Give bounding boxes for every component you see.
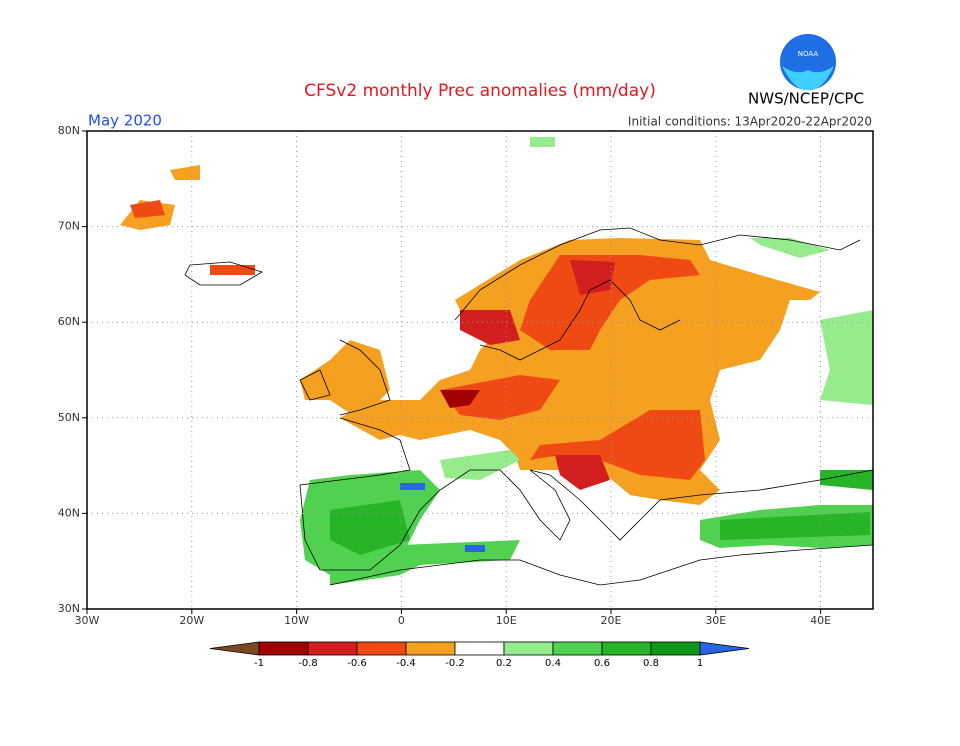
colorbar-segment xyxy=(405,641,456,656)
colorbar-segment xyxy=(454,641,505,656)
colorbar-segment xyxy=(307,641,358,656)
colorbar-tick-label: 1 xyxy=(697,658,703,669)
colorbar-tick-label: 0.4 xyxy=(545,658,561,669)
x-tick-label: 20E xyxy=(601,614,622,627)
y-tick-label: 70N xyxy=(58,220,80,233)
colorbar-low-arrow xyxy=(209,641,260,656)
y-tick-label: 80N xyxy=(58,124,80,137)
y-tick-label: 40N xyxy=(58,506,80,519)
anomaly-field xyxy=(120,137,873,585)
x-tick-label: 30E xyxy=(705,614,726,627)
map-frame xyxy=(86,130,874,610)
colorbar-tick-label: -0.6 xyxy=(347,658,367,669)
map xyxy=(82,130,874,614)
x-tick-label: 20W xyxy=(179,614,204,627)
x-tick-label: 10W xyxy=(284,614,309,627)
title: CFSv2 monthly Prec anomalies (mm/day) xyxy=(304,81,656,101)
logo-text: NOAA xyxy=(798,50,819,58)
colorbar-tick-label: -0.8 xyxy=(298,658,318,669)
y-tick-label: 50N xyxy=(58,411,80,424)
x-tick-label: 0 xyxy=(398,614,405,627)
y-tick-label: 60N xyxy=(58,315,80,328)
colorbar-tick-label: -1 xyxy=(254,658,264,669)
colorbar: -1 -0.8 -0.6 -0.4 -0.2 0.2 0.4 0.6 0.8 1 xyxy=(209,641,750,669)
x-tick-label: 10E xyxy=(496,614,517,627)
colorbar-tick-label: 0.6 xyxy=(594,658,610,669)
initial-conditions: Initial conditions: 13Apr2020-22Apr2020 xyxy=(628,115,872,129)
agency: NWS/NCEP/CPC xyxy=(748,90,864,108)
x-tick-label: 30W xyxy=(75,614,100,627)
colorbar-segment xyxy=(356,641,407,656)
colorbar-tick-label: -0.2 xyxy=(445,658,465,669)
colorbar-segment xyxy=(258,641,309,656)
colorbar-segment xyxy=(601,641,652,656)
noaa-logo: NOAA xyxy=(780,34,836,91)
month: May 2020 xyxy=(88,112,162,130)
colorbar-segment xyxy=(650,641,701,656)
colorbar-tick-label: 0.2 xyxy=(496,658,512,669)
x-tick-label: 40E xyxy=(810,614,831,627)
y-tick-label: 30N xyxy=(58,602,80,615)
coastline xyxy=(184,227,874,586)
colorbar-tick-label: -0.4 xyxy=(396,658,416,669)
colorbar-high-arrow xyxy=(699,641,750,656)
colorbar-segment xyxy=(503,641,554,656)
colorbar-tick-label: 0.8 xyxy=(643,658,659,669)
colorbar-segment xyxy=(552,641,603,656)
